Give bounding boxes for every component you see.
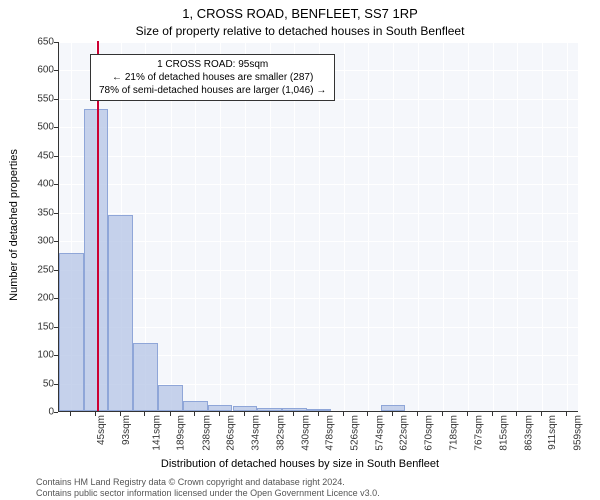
histogram-bar (282, 408, 307, 411)
histogram-bar (233, 406, 258, 411)
x-tick-label: 767sqm (474, 415, 485, 451)
y-tick-label: 150 (14, 321, 54, 332)
x-tick-label: 430sqm (300, 415, 311, 451)
x-tick-label: 93sqm (121, 415, 132, 445)
y-tick-label: 350 (14, 207, 54, 218)
x-tick-label: 670sqm (424, 415, 435, 451)
histogram-bar (108, 215, 133, 411)
histogram-bar (59, 253, 84, 411)
chart-title: 1, CROSS ROAD, BENFLEET, SS7 1RP (0, 6, 600, 21)
histogram-bar (158, 385, 183, 411)
y-tick-label: 0 (14, 407, 54, 418)
footer-attribution: Contains HM Land Registry data © Crown c… (36, 477, 380, 499)
y-tick-label: 400 (14, 179, 54, 190)
footer-line: Contains public sector information licen… (36, 488, 380, 499)
x-tick-label: 334sqm (251, 415, 262, 451)
histogram-bar (208, 405, 233, 411)
chart-subtitle: Size of property relative to detached ho… (0, 24, 600, 38)
y-axis-label: Number of detached properties (8, 73, 20, 225)
histogram-chart: 1, CROSS ROAD, BENFLEET, SS7 1RP Size of… (0, 0, 600, 500)
x-tick-label: 189sqm (176, 415, 187, 451)
footer-line: Contains HM Land Registry data © Crown c… (36, 477, 380, 488)
y-tick-label: 500 (14, 122, 54, 133)
annotation-line: 78% of semi-detached houses are larger (… (99, 84, 326, 97)
x-tick-label: 478sqm (325, 415, 336, 451)
x-tick-label: 622sqm (399, 415, 410, 451)
histogram-bar (183, 401, 208, 411)
x-tick-label: 911sqm (547, 415, 558, 450)
y-tick-label: 50 (14, 378, 54, 389)
histogram-bar (84, 109, 109, 411)
x-tick-label: 238sqm (201, 415, 212, 451)
x-axis-label: Distribution of detached houses by size … (0, 458, 600, 470)
y-tick-label: 200 (14, 293, 54, 304)
y-tick-label: 550 (14, 93, 54, 104)
annotation-line: ← 21% of detached houses are smaller (28… (99, 71, 326, 84)
x-tick-label: 45sqm (96, 415, 107, 445)
x-tick-label: 286sqm (226, 415, 237, 451)
histogram-bar (307, 409, 332, 411)
x-tick-label: 526sqm (350, 415, 361, 451)
x-tick-label: 959sqm (573, 415, 584, 451)
x-tick-label: 382sqm (275, 415, 286, 451)
x-tick-label: 141sqm (151, 415, 162, 451)
y-tick-label: 300 (14, 236, 54, 247)
x-tick-label: 815sqm (498, 415, 509, 451)
histogram-bar (381, 405, 406, 411)
y-tick-label: 100 (14, 350, 54, 361)
histogram-bar (133, 343, 158, 411)
y-tick-label: 250 (14, 264, 54, 275)
x-tick-label: 718sqm (448, 415, 459, 451)
x-tick-label: 574sqm (374, 415, 385, 451)
y-tick-label: 600 (14, 65, 54, 76)
y-tick-label: 450 (14, 150, 54, 161)
histogram-bar (257, 408, 282, 411)
annotation-line: 1 CROSS ROAD: 95sqm (99, 58, 326, 71)
x-tick-label: 863sqm (523, 415, 534, 451)
y-tick-label: 650 (14, 37, 54, 48)
annotation-box: 1 CROSS ROAD: 95sqm ← 21% of detached ho… (90, 54, 335, 101)
